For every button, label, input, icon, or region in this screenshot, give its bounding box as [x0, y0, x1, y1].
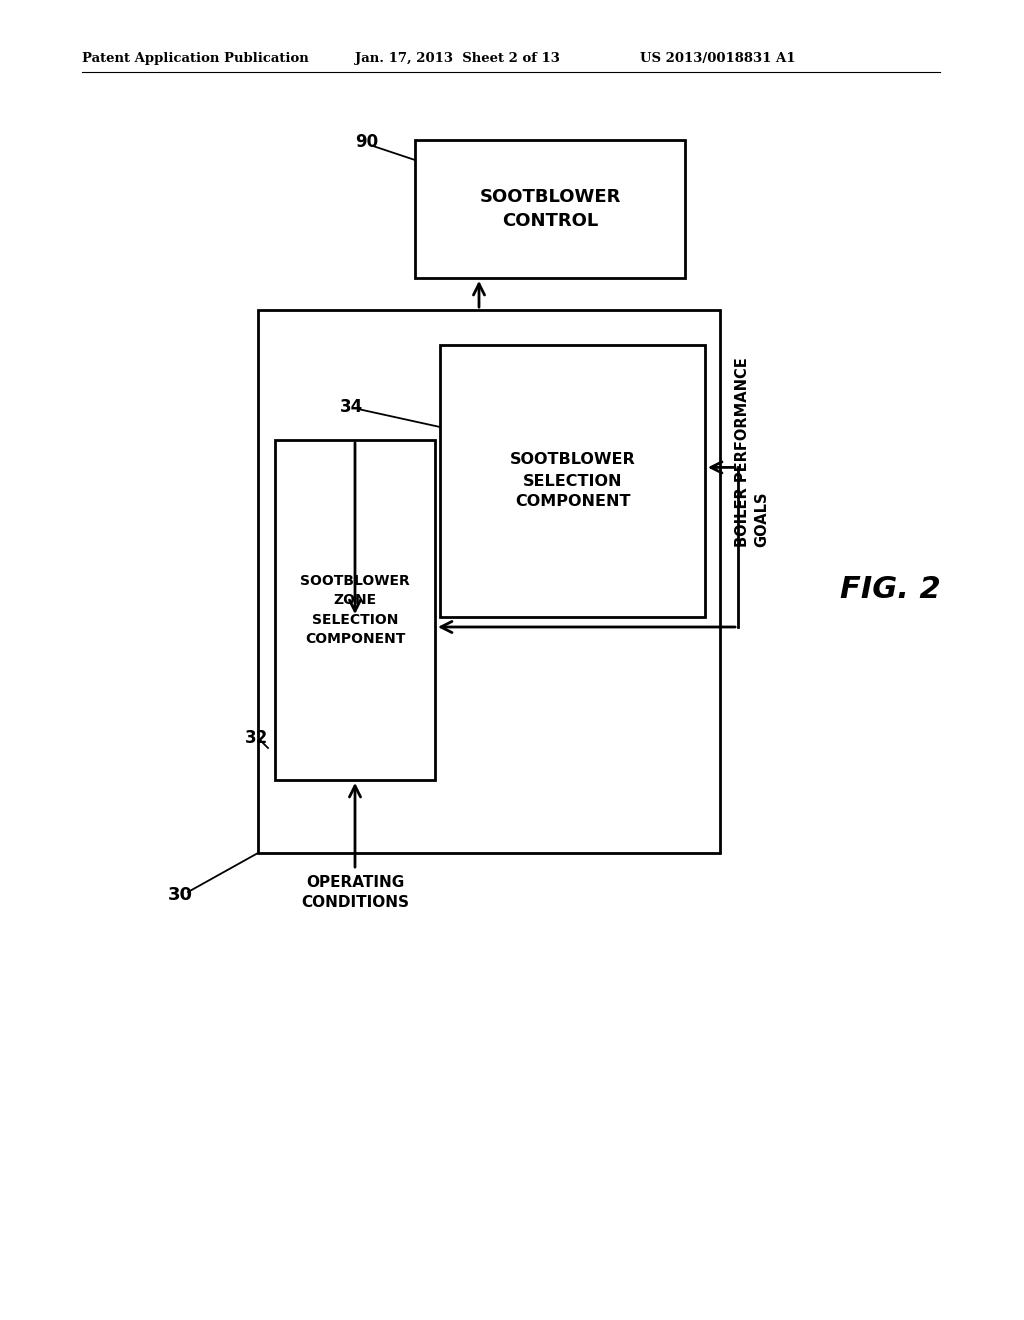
- Text: SOOTBLOWER
ZONE
SELECTION
COMPONENT: SOOTBLOWER ZONE SELECTION COMPONENT: [300, 574, 410, 647]
- Text: SOOTBLOWER
SELECTION
COMPONENT: SOOTBLOWER SELECTION COMPONENT: [510, 453, 635, 510]
- Text: OPERATING
CONDITIONS: OPERATING CONDITIONS: [301, 875, 409, 909]
- Text: 32: 32: [245, 729, 268, 747]
- Bar: [275, 440, 435, 780]
- Bar: [440, 345, 705, 616]
- Text: FIG. 2: FIG. 2: [840, 576, 941, 605]
- Text: 30: 30: [168, 886, 193, 904]
- Text: 34: 34: [340, 399, 364, 416]
- Text: SOOTBLOWER
CONTROL: SOOTBLOWER CONTROL: [479, 187, 621, 231]
- Text: Jan. 17, 2013  Sheet 2 of 13: Jan. 17, 2013 Sheet 2 of 13: [355, 51, 560, 65]
- Text: BOILER PERFORMANCE
GOALS: BOILER PERFORMANCE GOALS: [734, 358, 769, 548]
- Text: US 2013/0018831 A1: US 2013/0018831 A1: [640, 51, 796, 65]
- Bar: [415, 140, 685, 279]
- Bar: [258, 310, 720, 853]
- Text: Patent Application Publication: Patent Application Publication: [82, 51, 309, 65]
- Text: 90: 90: [355, 133, 378, 150]
